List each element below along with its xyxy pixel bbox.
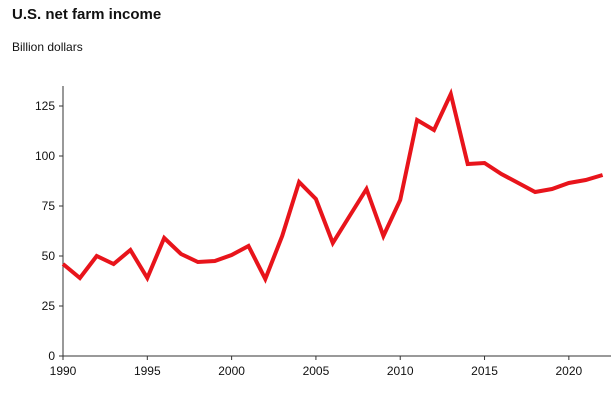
y-tick-label: 50 xyxy=(42,249,56,263)
x-tick-label: 2000 xyxy=(218,364,245,378)
x-tick-label: 2005 xyxy=(303,364,330,378)
x-tick-label: 2010 xyxy=(387,364,414,378)
series-group xyxy=(61,87,604,284)
x-tick-label: 1995 xyxy=(134,364,161,378)
y-tick-label: 75 xyxy=(42,199,56,213)
y-tick-label: 25 xyxy=(42,299,56,313)
axes xyxy=(62,86,611,357)
x-tick-label: 2020 xyxy=(555,364,582,378)
y-tick-label: 125 xyxy=(35,99,55,113)
chart-subtitle: Billion dollars xyxy=(12,40,83,54)
y-axis-ticks: 0 25 50 75 100 125 xyxy=(35,99,63,363)
series-line-0 xyxy=(61,87,604,284)
x-axis-ticks: 1990 1995 2000 2005 2010 2015 2020 xyxy=(50,356,583,378)
x-tick-label: 1990 xyxy=(50,364,77,378)
x-tick-label: 2015 xyxy=(471,364,498,378)
y-tick-label: 0 xyxy=(48,349,55,363)
y-tick-label: 100 xyxy=(35,149,55,163)
chart-title: U.S. net farm income xyxy=(12,6,162,23)
